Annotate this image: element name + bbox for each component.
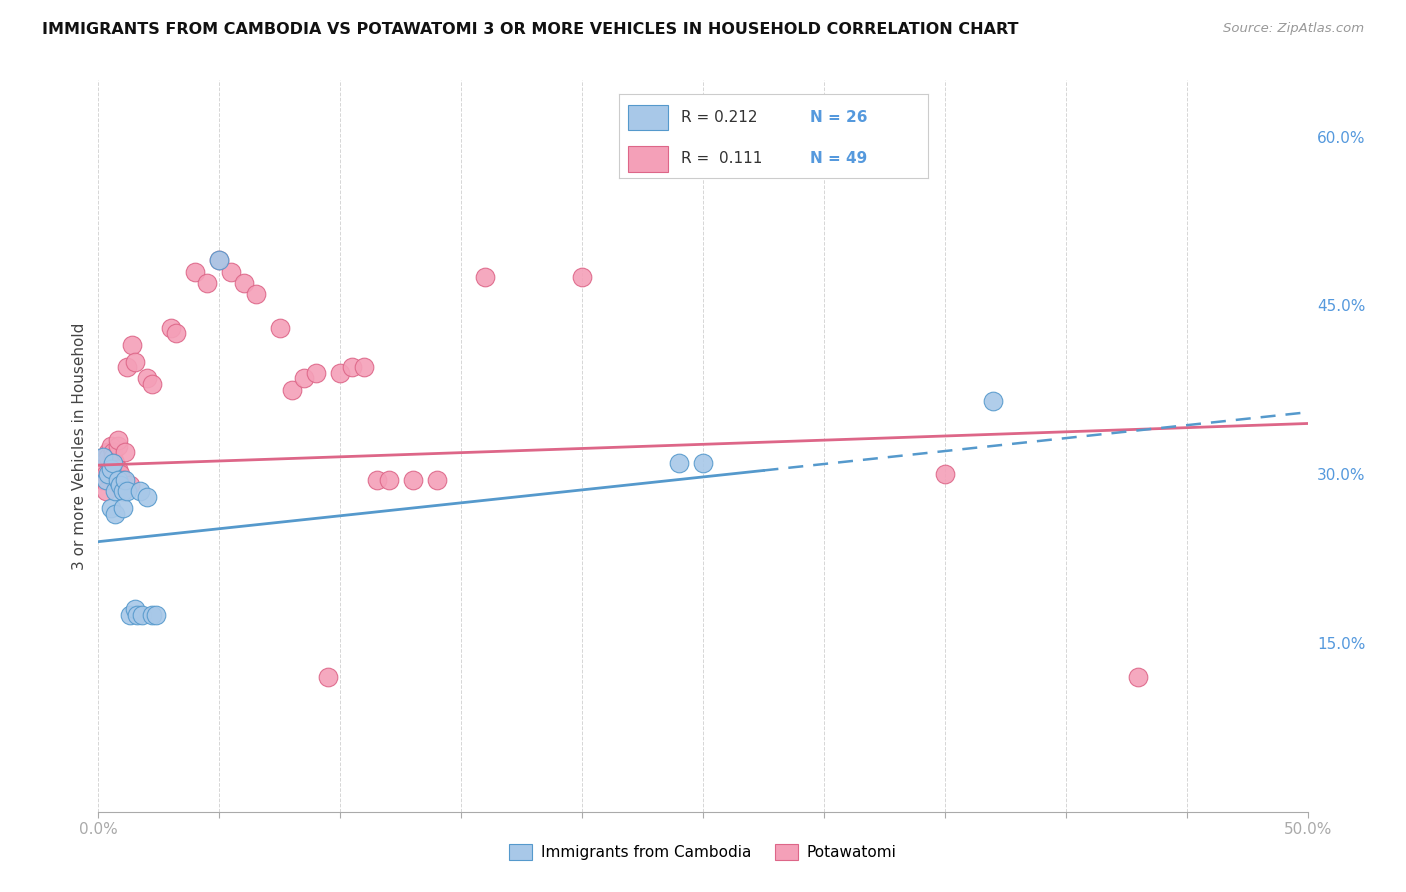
Point xyxy=(232,276,254,290)
Point xyxy=(1128,670,1150,684)
Point xyxy=(145,607,167,622)
Point xyxy=(108,478,131,492)
Point xyxy=(101,456,124,470)
Point xyxy=(114,444,136,458)
Text: R =  0.111: R = 0.111 xyxy=(681,152,762,167)
Point xyxy=(104,507,127,521)
Point xyxy=(121,337,143,351)
Point xyxy=(101,450,124,465)
Point xyxy=(668,456,690,470)
Point xyxy=(292,371,315,385)
Point xyxy=(316,670,339,684)
Point xyxy=(245,287,267,301)
Point xyxy=(221,264,243,278)
Point xyxy=(353,360,375,375)
Point xyxy=(104,473,127,487)
Point xyxy=(111,483,134,498)
Point xyxy=(90,461,112,475)
Point xyxy=(114,473,136,487)
Text: Source: ZipAtlas.com: Source: ZipAtlas.com xyxy=(1223,22,1364,36)
Text: R = 0.212: R = 0.212 xyxy=(681,110,756,125)
Point xyxy=(474,270,496,285)
Point xyxy=(101,444,124,458)
FancyBboxPatch shape xyxy=(628,146,668,171)
Point xyxy=(342,360,364,375)
Point xyxy=(208,253,231,268)
Point xyxy=(402,473,425,487)
Point xyxy=(94,467,117,482)
Point xyxy=(91,473,114,487)
Point xyxy=(94,483,117,498)
Point xyxy=(100,439,122,453)
Point xyxy=(97,444,120,458)
Point xyxy=(124,354,146,368)
Point xyxy=(426,473,449,487)
Point xyxy=(281,383,304,397)
Point xyxy=(141,607,163,622)
Y-axis label: 3 or more Vehicles in Household: 3 or more Vehicles in Household xyxy=(72,322,87,570)
Point xyxy=(111,473,134,487)
Point xyxy=(165,326,187,341)
Point xyxy=(329,366,352,380)
Point xyxy=(91,450,114,465)
Point xyxy=(141,377,163,392)
Point xyxy=(97,450,120,465)
Point xyxy=(160,321,183,335)
Point xyxy=(117,483,139,498)
Point xyxy=(100,461,122,475)
Point xyxy=(111,483,134,498)
Point xyxy=(107,434,129,448)
Point xyxy=(107,439,129,453)
Point xyxy=(117,360,139,375)
Point xyxy=(934,467,956,482)
Point xyxy=(94,473,117,487)
Point xyxy=(195,276,218,290)
Point xyxy=(124,602,146,616)
Point xyxy=(305,366,328,380)
Point xyxy=(131,607,153,622)
Point xyxy=(184,264,207,278)
Point xyxy=(366,473,388,487)
Point xyxy=(97,467,120,482)
Point xyxy=(118,607,141,622)
Text: N = 26: N = 26 xyxy=(810,110,868,125)
Point xyxy=(571,270,593,285)
Text: N = 49: N = 49 xyxy=(810,152,868,167)
Point xyxy=(118,478,141,492)
Point xyxy=(981,394,1004,409)
Point xyxy=(100,500,122,515)
Point xyxy=(111,500,134,515)
Point xyxy=(208,253,231,268)
FancyBboxPatch shape xyxy=(628,104,668,130)
Point xyxy=(127,607,149,622)
Text: IMMIGRANTS FROM CAMBODIA VS POTAWATOMI 3 OR MORE VEHICLES IN HOUSEHOLD CORRELATI: IMMIGRANTS FROM CAMBODIA VS POTAWATOMI 3… xyxy=(42,22,1019,37)
Point xyxy=(377,473,399,487)
Point xyxy=(269,321,291,335)
Point xyxy=(108,467,131,482)
Point xyxy=(104,456,127,470)
Point xyxy=(107,473,129,487)
Legend: Immigrants from Cambodia, Potawatomi: Immigrants from Cambodia, Potawatomi xyxy=(503,838,903,866)
Point xyxy=(107,461,129,475)
Point xyxy=(135,371,157,385)
Point xyxy=(128,483,150,498)
Point xyxy=(100,461,122,475)
Point xyxy=(692,456,714,470)
Point xyxy=(135,490,157,504)
Point xyxy=(104,483,127,498)
